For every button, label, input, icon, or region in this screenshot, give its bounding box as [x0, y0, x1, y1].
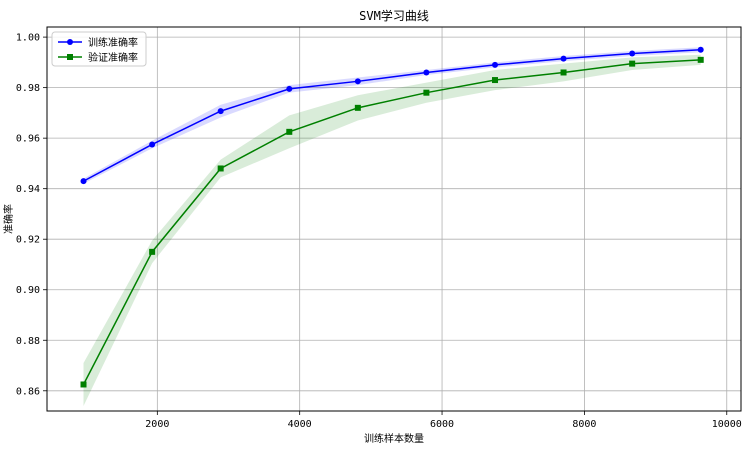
series-0-point	[423, 69, 430, 76]
y-tick-label: 0.88	[16, 336, 40, 347]
x-tick-label: 10000	[712, 419, 742, 430]
series-1-point	[80, 381, 87, 388]
y-tick-label: 1.00	[16, 33, 40, 44]
grid-lines	[47, 27, 741, 411]
x-tick-label: 4000	[288, 419, 312, 430]
y-axis-ticks: 0.86 0.88 0.90 0.92 0.94 0.96 0.98 1.00	[16, 33, 47, 397]
series-1-point	[149, 248, 156, 255]
series-0-point	[286, 85, 293, 92]
series-lines	[82, 48, 701, 385]
series-1-point	[560, 69, 567, 76]
legend: 训练准确率 验证准确率	[51, 31, 147, 67]
series-1-point	[286, 128, 293, 135]
series-0-band	[83, 47, 701, 184]
legend-label-train: 训练准确率	[88, 36, 138, 49]
y-axis-title: 准确率	[2, 204, 15, 234]
series-0-point	[217, 108, 224, 115]
legend-marker-val	[67, 54, 73, 60]
series-1-point	[492, 77, 499, 84]
series-0-point	[697, 46, 704, 53]
x-tick-label: 6000	[430, 419, 454, 430]
x-tick-label: 8000	[572, 419, 596, 430]
y-tick-label: 0.92	[16, 235, 40, 246]
y-tick-label: 0.94	[16, 184, 40, 195]
series-0-point	[560, 55, 567, 62]
series-0-point	[80, 178, 87, 185]
legend-marker-train	[67, 39, 73, 45]
y-tick-label: 0.96	[16, 134, 40, 145]
series-1-point	[354, 104, 361, 111]
series-0-point	[492, 61, 499, 68]
series-0-point	[629, 50, 636, 57]
series-1-point	[697, 56, 704, 63]
series-0-point	[149, 141, 156, 148]
series-1-line	[82, 59, 701, 385]
series-0-line	[83, 48, 701, 182]
chart-title: SVM学习曲线	[359, 8, 429, 23]
series-1-point	[629, 60, 636, 67]
x-tick-label: 2000	[145, 419, 169, 430]
series-0-point	[354, 78, 361, 85]
series-markers	[80, 46, 704, 388]
x-axis-title: 训练样本数量	[364, 432, 424, 445]
series-1-point	[423, 89, 430, 96]
plot-area	[47, 27, 741, 411]
y-tick-label: 0.90	[16, 285, 40, 296]
series-1-point	[217, 165, 224, 172]
confidence-bands	[83, 47, 701, 406]
y-tick-label: 0.86	[16, 386, 40, 397]
x-axis-ticks: 2000 4000 6000 8000 10000	[145, 411, 742, 430]
y-tick-label: 0.98	[16, 83, 40, 94]
plot-frame	[46, 26, 742, 412]
legend-label-val: 验证准确率	[88, 51, 138, 64]
